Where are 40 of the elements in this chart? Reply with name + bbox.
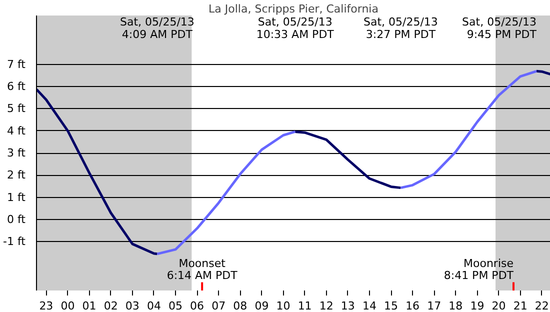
y-tick-label: 7 ft [7,58,26,71]
x-tick-label: 01 [82,300,96,312]
chart-title: La Jolla, Scripps Pier, California [208,2,378,16]
x-tick-label: 02 [104,300,118,312]
ref-line-label: Moonrise 8:41 PM PDT [444,256,514,282]
x-tick-label: 03 [125,300,140,312]
x-tick-label: 17 [427,300,442,312]
x-tick-label: 12 [319,300,334,312]
x-tick-label: 21 [513,300,528,312]
x-tick-label: 04 [146,300,161,312]
y-tick-label: 4 ft [7,124,26,138]
x-tick-label: 11 [298,300,312,312]
annotation: Sat, 05/25/13 4:09 AM PDT [120,16,194,41]
x-tick-label: 22 [534,300,549,312]
x-tick-label: 10 [276,300,290,312]
x-tick-label: 23 [39,300,54,312]
x-tick-label: 06 [190,300,204,312]
x-tick-label: 16 [406,300,420,312]
x-tick-label: 09 [254,300,269,312]
annotation: Sat, 05/25/13 3:27 PM PDT [364,16,438,41]
x-tick-label: 05 [168,300,183,312]
x-tick-label: 19 [470,300,484,312]
x-tick-label: 20 [492,300,506,312]
x-tick-label: 18 [448,300,463,312]
y-tick-label: 0 ft [7,213,26,226]
annotation: Sat, 05/25/13 9:45 PM PDT [462,16,537,41]
y-tick-label: 3 ft [7,146,26,160]
y-tick-label: -1 ft [3,235,26,248]
y-tick-label: 2 ft [7,168,26,182]
ref-line-label: Moonset 6:14 AM PDT [166,256,238,282]
y-tick-label: 1 ft [7,190,26,204]
x-tick-label: 08 [233,300,248,312]
x-tick-label: 14 [362,300,376,312]
x-tick-label: 00 [60,300,75,312]
x-tick-label: 13 [340,300,355,312]
x-tick-label: 07 [212,300,226,312]
y-tick-label: 6 ft [7,80,26,93]
y-tick-label: 5 ft [7,102,26,116]
annotation: Sat, 05/25/13 10:33 AM PDT [256,16,334,41]
x-tick-label: 15 [384,300,398,312]
